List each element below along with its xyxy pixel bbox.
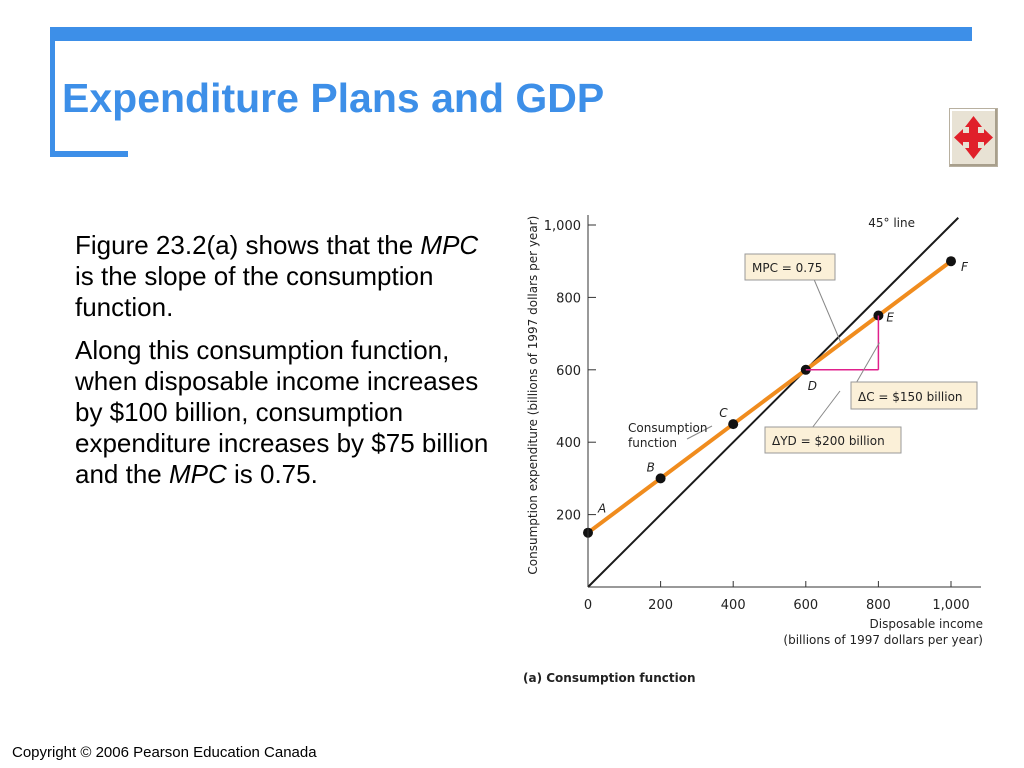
- point-label-a: A: [597, 502, 606, 516]
- y-tick-label: 1,000: [544, 219, 581, 234]
- nav-button[interactable]: [949, 108, 998, 167]
- delta-yd-leader-line: [808, 390, 841, 433]
- x-tick-label: 800: [866, 598, 891, 613]
- delta-c-leader-line: [854, 342, 880, 386]
- frame-top-bar: [50, 27, 972, 41]
- consumption-function-chart: 0 200 400 600 800 1,000 200 400 600 800 1,000 Dispo…: [523, 215, 984, 685]
- delta-yd-label: ΔYD = $200 billion: [772, 434, 885, 448]
- delta-c-label: ΔC = $150 billion: [858, 390, 963, 404]
- x-tick-label: 1,000: [932, 598, 969, 613]
- x-tick-label: 600: [793, 598, 818, 613]
- body-text: Figure 23.2(a) shows that the MPC is the…: [75, 230, 495, 502]
- x-tick-label: 400: [721, 598, 746, 613]
- y-tick-label: 600: [556, 364, 581, 379]
- x-axis-title: Disposable income: [870, 617, 984, 631]
- point-label-c: C: [719, 406, 728, 420]
- frame-left-bar: [50, 27, 55, 157]
- consumption-label-leader: [686, 425, 713, 440]
- delta-yd-box: [764, 426, 902, 454]
- point-f: [946, 256, 956, 267]
- x-tick-label: 0: [584, 598, 592, 613]
- x-axis-subtitle: (billions of 1997 dollars per year): [783, 633, 983, 647]
- consumption-function-label-line1: Consumption: [628, 421, 707, 435]
- paragraph-1: Figure 23.2(a) shows that the MPC is the…: [75, 230, 479, 322]
- mpc-label: MPC = 0.75: [752, 261, 822, 275]
- forty-five-degree-line: [587, 217, 959, 588]
- point-c: [728, 419, 739, 430]
- mpc-leader-line: [812, 276, 842, 344]
- delta-c-box: [850, 381, 978, 410]
- point-label-d: D: [808, 379, 817, 393]
- point-label-b: B: [647, 460, 655, 474]
- consumption-function-label-line2: function: [628, 436, 677, 450]
- chart-caption: (a) Consumption function: [523, 671, 696, 685]
- frame-bottom-bar: [50, 151, 128, 157]
- consumption-function-line: [586, 256, 956, 535]
- four-way-arrow-icon: [954, 116, 993, 159]
- y-axis-title: Consumption expenditure (billions of 199…: [526, 216, 540, 575]
- mpc-box: [744, 253, 836, 281]
- slide-title: Expenditure Plans and GDP: [62, 75, 605, 121]
- point-b: [655, 473, 666, 484]
- paragraph-2: Along this consumption function, when di…: [75, 335, 489, 489]
- y-tick-label: 200: [556, 509, 581, 524]
- y-tick-label: 400: [556, 436, 581, 451]
- copyright-footer: Copyright © 2006 Pearson Education Canad…: [12, 744, 317, 761]
- x-tick-label: 200: [648, 598, 673, 613]
- point-label-f: F: [961, 260, 969, 274]
- forty-five-degree-line-label: 45° line: [868, 216, 915, 230]
- point-label-e: E: [886, 311, 894, 325]
- y-tick-label: 800: [556, 291, 581, 306]
